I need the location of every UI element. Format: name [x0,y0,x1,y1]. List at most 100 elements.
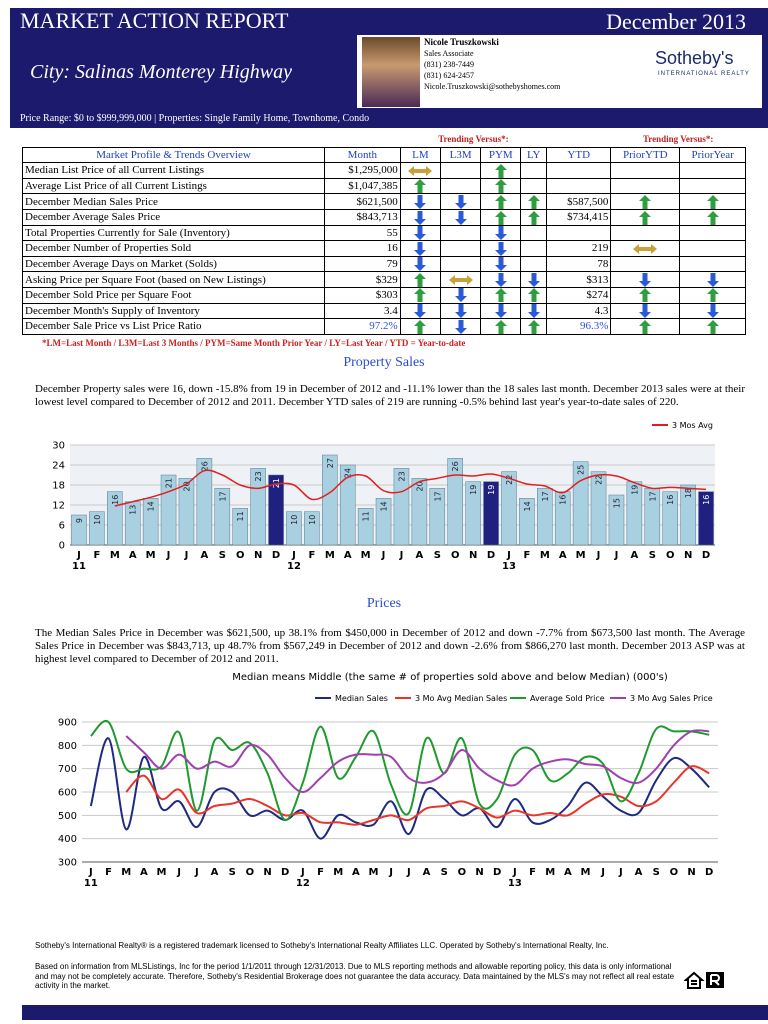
arrow-shape [414,226,427,241]
trend-cell [610,286,681,304]
cell-value [546,162,612,179]
arrow-shape [706,194,719,209]
agent-role: Sales Associate [424,49,474,58]
trend-cell [520,271,548,288]
series-line [125,729,710,794]
x-tick-label: J [194,867,199,878]
footnote: *LM=Last Month / L3M=Last 3 Months / PYM… [42,338,466,348]
trend-down [454,210,467,225]
x-tick-label: J [381,550,386,561]
blank [547,132,611,147]
x-tick-label: A [635,867,643,878]
column-header: PriorYear [679,146,746,164]
table-row: Average List Price of all Current Listin… [22,177,746,195]
cell-value: 219 [546,240,612,257]
trend-cell [679,271,746,288]
x-tick-label: N [469,550,477,561]
x-tick-label: F [317,867,324,878]
y-tick-label: 300 [58,858,77,869]
cell-value: $734,415 [546,208,612,226]
arrow-shape [494,319,507,334]
cell-value: $843,713 [324,208,401,226]
trend-cell [480,224,522,242]
cell-value [546,177,612,195]
trend-down [494,241,507,256]
arrow-shape [414,257,427,272]
x-tick-label: A [559,550,567,561]
series-line [125,765,710,826]
cell-value: $1,047,385 [324,177,401,195]
bar-value-label: 11 [236,511,245,521]
x-tick-label: N [254,550,262,561]
trend-up [639,194,652,209]
arrow-shape [414,179,427,194]
table-row: Asking Price per Square Foot (based on N… [22,271,746,288]
arrow-shape [454,319,467,334]
x-tick-label: S [653,867,660,878]
trend-up [706,210,719,225]
trend-cell [520,286,548,304]
bar [393,468,410,546]
column-header: L3M [439,146,482,164]
x-tick-label: M [361,550,371,561]
trend-cell [480,240,522,257]
arrow-shape [414,194,427,209]
trend-cell [439,302,482,320]
cell-value: $587,500 [546,193,612,210]
trend-cell [520,240,548,257]
bar-value-label: 17 [218,491,227,501]
trend-cell [610,271,681,288]
trend-cell [439,271,482,288]
arrow-shape [494,288,507,303]
series-line [90,719,710,821]
bar-value-label: 26 [200,461,209,471]
arrow-shape [408,165,433,176]
legend-label: Median Sales [335,694,388,703]
trend-cell [480,302,522,320]
x-tick-label: J [600,867,605,878]
x-tick-label: F [529,867,536,878]
x-tick-label: M [146,550,156,561]
x-tick-label: M [325,550,335,561]
bar [214,488,231,546]
arrow-shape [706,288,719,303]
bar [89,511,105,546]
bar-value-label: 16 [559,495,568,505]
trend-cell [480,208,522,226]
x-tick-label: O [670,867,679,878]
x-tick-label: M [157,867,167,878]
arrow-shape [494,241,507,256]
arrow-shape [494,226,507,241]
year-label: 13 [502,561,516,572]
trend-up [706,194,719,209]
agent-email: Nicole.Truszkowski@sothebyshomes.com [424,82,561,91]
agent-info: Nicole Truszkowski Sales Associate (831)… [424,37,560,92]
trend-cell [480,255,522,273]
x-tick-label: S [434,550,441,561]
year-label: 11 [72,561,86,572]
x-tick-label: A [140,867,148,878]
trend-cell [399,318,441,335]
x-tick-label: M [110,550,120,561]
series-line [89,737,710,840]
cell-value: $1,295,000 [324,162,401,179]
row-label: Asking Price per Square Foot (based on N… [22,271,325,288]
trend-cell [679,208,746,226]
row-label: December Sale Price vs List Price Ratio [22,318,325,335]
arrow-shape [706,319,719,334]
cell-value: 55 [324,224,401,242]
bar-value-label: 22 [505,475,514,485]
bar-value-label: 23 [254,471,263,481]
cell-value [546,224,612,242]
trend-cell [679,255,746,273]
x-tick-label: O [666,550,675,561]
bar [465,481,481,546]
x-tick-label: S [649,550,656,561]
bar [519,498,535,546]
trend-up [639,288,652,303]
cell-value: $274 [546,286,612,304]
x-tick-label: A [631,550,639,561]
cell-value: 3.4 [324,302,401,320]
bar-value-label: 14 [380,501,389,511]
